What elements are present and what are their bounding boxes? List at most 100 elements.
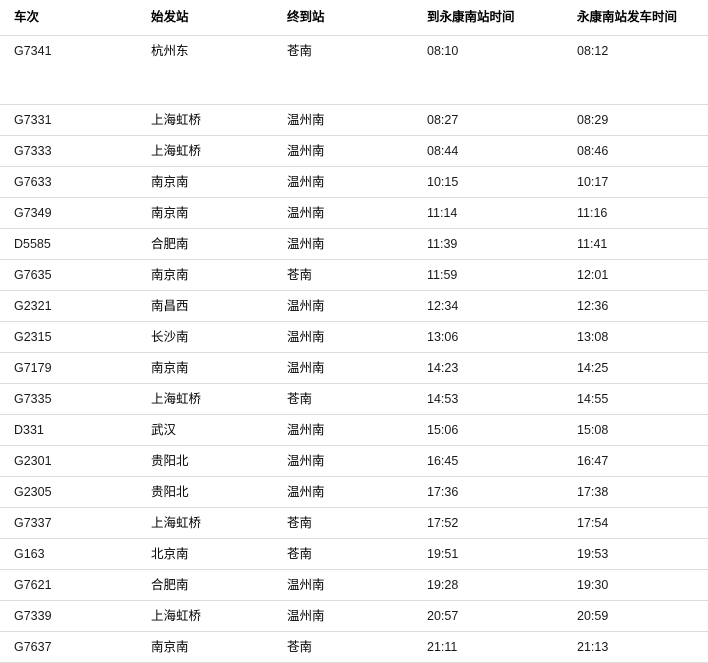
cell-departure-time: 17:54 [563, 507, 708, 539]
table-row: G163 北京南 苍南 19:51 19:53 [0, 538, 708, 570]
cell-arrival-time: 13:06 [413, 321, 563, 353]
cell-train-code: G7331 [0, 104, 137, 136]
cell-arrival-time: 12:34 [413, 290, 563, 322]
table-row: G2315 长沙南 温州南 13:06 13:08 [0, 321, 708, 353]
cell-train-code: G7635 [0, 259, 137, 291]
cell-origin-station: 南昌西 [137, 290, 273, 322]
column-header-terminal-station: 终到站 [273, 0, 413, 36]
table-row: G7621 合肥南 温州南 19:28 19:30 [0, 569, 708, 601]
cell-train-code: D5585 [0, 228, 137, 260]
cell-arrival-time: 08:27 [413, 104, 563, 136]
cell-arrival-time: 19:51 [413, 538, 563, 570]
table-row: G7333 上海虹桥 温州南 08:44 08:46 [0, 135, 708, 167]
cell-departure-time: 08:12 [563, 35, 708, 105]
cell-origin-station: 上海虹桥 [137, 104, 273, 136]
cell-arrival-time: 11:14 [413, 197, 563, 229]
cell-terminal-station: 温州南 [273, 104, 413, 136]
cell-origin-station: 贵阳北 [137, 445, 273, 477]
cell-departure-time: 10:17 [563, 166, 708, 198]
cell-origin-station: 南京南 [137, 352, 273, 384]
cell-terminal-station: 温州南 [273, 135, 413, 167]
cell-arrival-time: 14:53 [413, 383, 563, 415]
cell-origin-station: 南京南 [137, 259, 273, 291]
cell-terminal-station: 温州南 [273, 228, 413, 260]
cell-arrival-time: 08:44 [413, 135, 563, 167]
cell-arrival-time: 17:36 [413, 476, 563, 508]
cell-train-code: G7179 [0, 352, 137, 384]
table-body: G7341 杭州东 苍南 08:10 08:12 G7331 上海虹桥 温州南 08:27 08:… [0, 35, 708, 663]
cell-terminal-station: 苍南 [273, 35, 413, 105]
cell-origin-station: 武汉 [137, 414, 273, 446]
cell-departure-time: 08:46 [563, 135, 708, 167]
cell-terminal-station: 温州南 [273, 414, 413, 446]
cell-departure-time: 19:53 [563, 538, 708, 570]
cell-terminal-station: 温州南 [273, 197, 413, 229]
cell-terminal-station: 温州南 [273, 166, 413, 198]
cell-arrival-time: 14:23 [413, 352, 563, 384]
cell-terminal-station: 温州南 [273, 445, 413, 477]
cell-terminal-station: 温州南 [273, 569, 413, 601]
cell-terminal-station: 温州南 [273, 321, 413, 353]
table-header: 车次 始发站 终到站 到永康南站时间 永康南站发车时间 [0, 0, 708, 36]
cell-departure-time: 14:25 [563, 352, 708, 384]
cell-terminal-station: 苍南 [273, 383, 413, 415]
cell-train-code: G7337 [0, 507, 137, 539]
table-row: G7341 杭州东 苍南 08:10 08:12 [0, 35, 708, 105]
cell-arrival-time: 20:57 [413, 600, 563, 632]
table-row: D5585 合肥南 温州南 11:39 11:41 [0, 228, 708, 260]
table-row: G7335 上海虹桥 苍南 14:53 14:55 [0, 383, 708, 415]
table-row: G7337 上海虹桥 苍南 17:52 17:54 [0, 507, 708, 539]
table-row: G7637 南京南 苍南 21:11 21:13 [0, 631, 708, 663]
table-row: G2305 贵阳北 温州南 17:36 17:38 [0, 476, 708, 508]
table-row: G7179 南京南 温州南 14:23 14:25 [0, 352, 708, 384]
cell-departure-time: 16:47 [563, 445, 708, 477]
cell-train-code: G7339 [0, 600, 137, 632]
cell-terminal-station: 苍南 [273, 507, 413, 539]
column-header-origin-station: 始发站 [137, 0, 273, 36]
cell-departure-time: 21:13 [563, 631, 708, 663]
cell-train-code: D331 [0, 414, 137, 446]
cell-origin-station: 南京南 [137, 631, 273, 663]
cell-departure-time: 14:55 [563, 383, 708, 415]
column-header-arrival-time: 到永康南站时间 [413, 0, 563, 36]
cell-train-code: G7633 [0, 166, 137, 198]
cell-arrival-time: 11:39 [413, 228, 563, 260]
cell-departure-time: 12:01 [563, 259, 708, 291]
cell-arrival-time: 17:52 [413, 507, 563, 539]
cell-arrival-time: 16:45 [413, 445, 563, 477]
cell-train-code: G2305 [0, 476, 137, 508]
cell-train-code: G7335 [0, 383, 137, 415]
cell-origin-station: 贵阳北 [137, 476, 273, 508]
cell-train-code: G7349 [0, 197, 137, 229]
cell-terminal-station: 温州南 [273, 476, 413, 508]
cell-departure-time: 15:08 [563, 414, 708, 446]
cell-train-code: G7341 [0, 35, 137, 105]
table-header-row: 车次 始发站 终到站 到永康南站时间 永康南站发车时间 [0, 0, 708, 36]
cell-origin-station: 北京南 [137, 538, 273, 570]
cell-departure-time: 11:16 [563, 197, 708, 229]
cell-terminal-station: 温州南 [273, 600, 413, 632]
cell-origin-station: 上海虹桥 [137, 383, 273, 415]
table-row: G7331 上海虹桥 温州南 08:27 08:29 [0, 104, 708, 136]
cell-origin-station: 杭州东 [137, 35, 273, 105]
cell-terminal-station: 苍南 [273, 259, 413, 291]
cell-origin-station: 合肥南 [137, 228, 273, 260]
cell-train-code: G7333 [0, 135, 137, 167]
cell-origin-station: 南京南 [137, 166, 273, 198]
table-row: G7339 上海虹桥 温州南 20:57 20:59 [0, 600, 708, 632]
cell-origin-station: 南京南 [137, 197, 273, 229]
cell-departure-time: 08:29 [563, 104, 708, 136]
cell-train-code: G7621 [0, 569, 137, 601]
cell-origin-station: 上海虹桥 [137, 600, 273, 632]
cell-departure-time: 13:08 [563, 321, 708, 353]
cell-terminal-station: 苍南 [273, 631, 413, 663]
cell-arrival-time: 19:28 [413, 569, 563, 601]
cell-terminal-station: 温州南 [273, 352, 413, 384]
cell-origin-station: 长沙南 [137, 321, 273, 353]
table-row: D331 武汉 温州南 15:06 15:08 [0, 414, 708, 446]
cell-arrival-time: 10:15 [413, 166, 563, 198]
cell-origin-station: 合肥南 [137, 569, 273, 601]
cell-departure-time: 20:59 [563, 600, 708, 632]
cell-train-code: G2321 [0, 290, 137, 322]
